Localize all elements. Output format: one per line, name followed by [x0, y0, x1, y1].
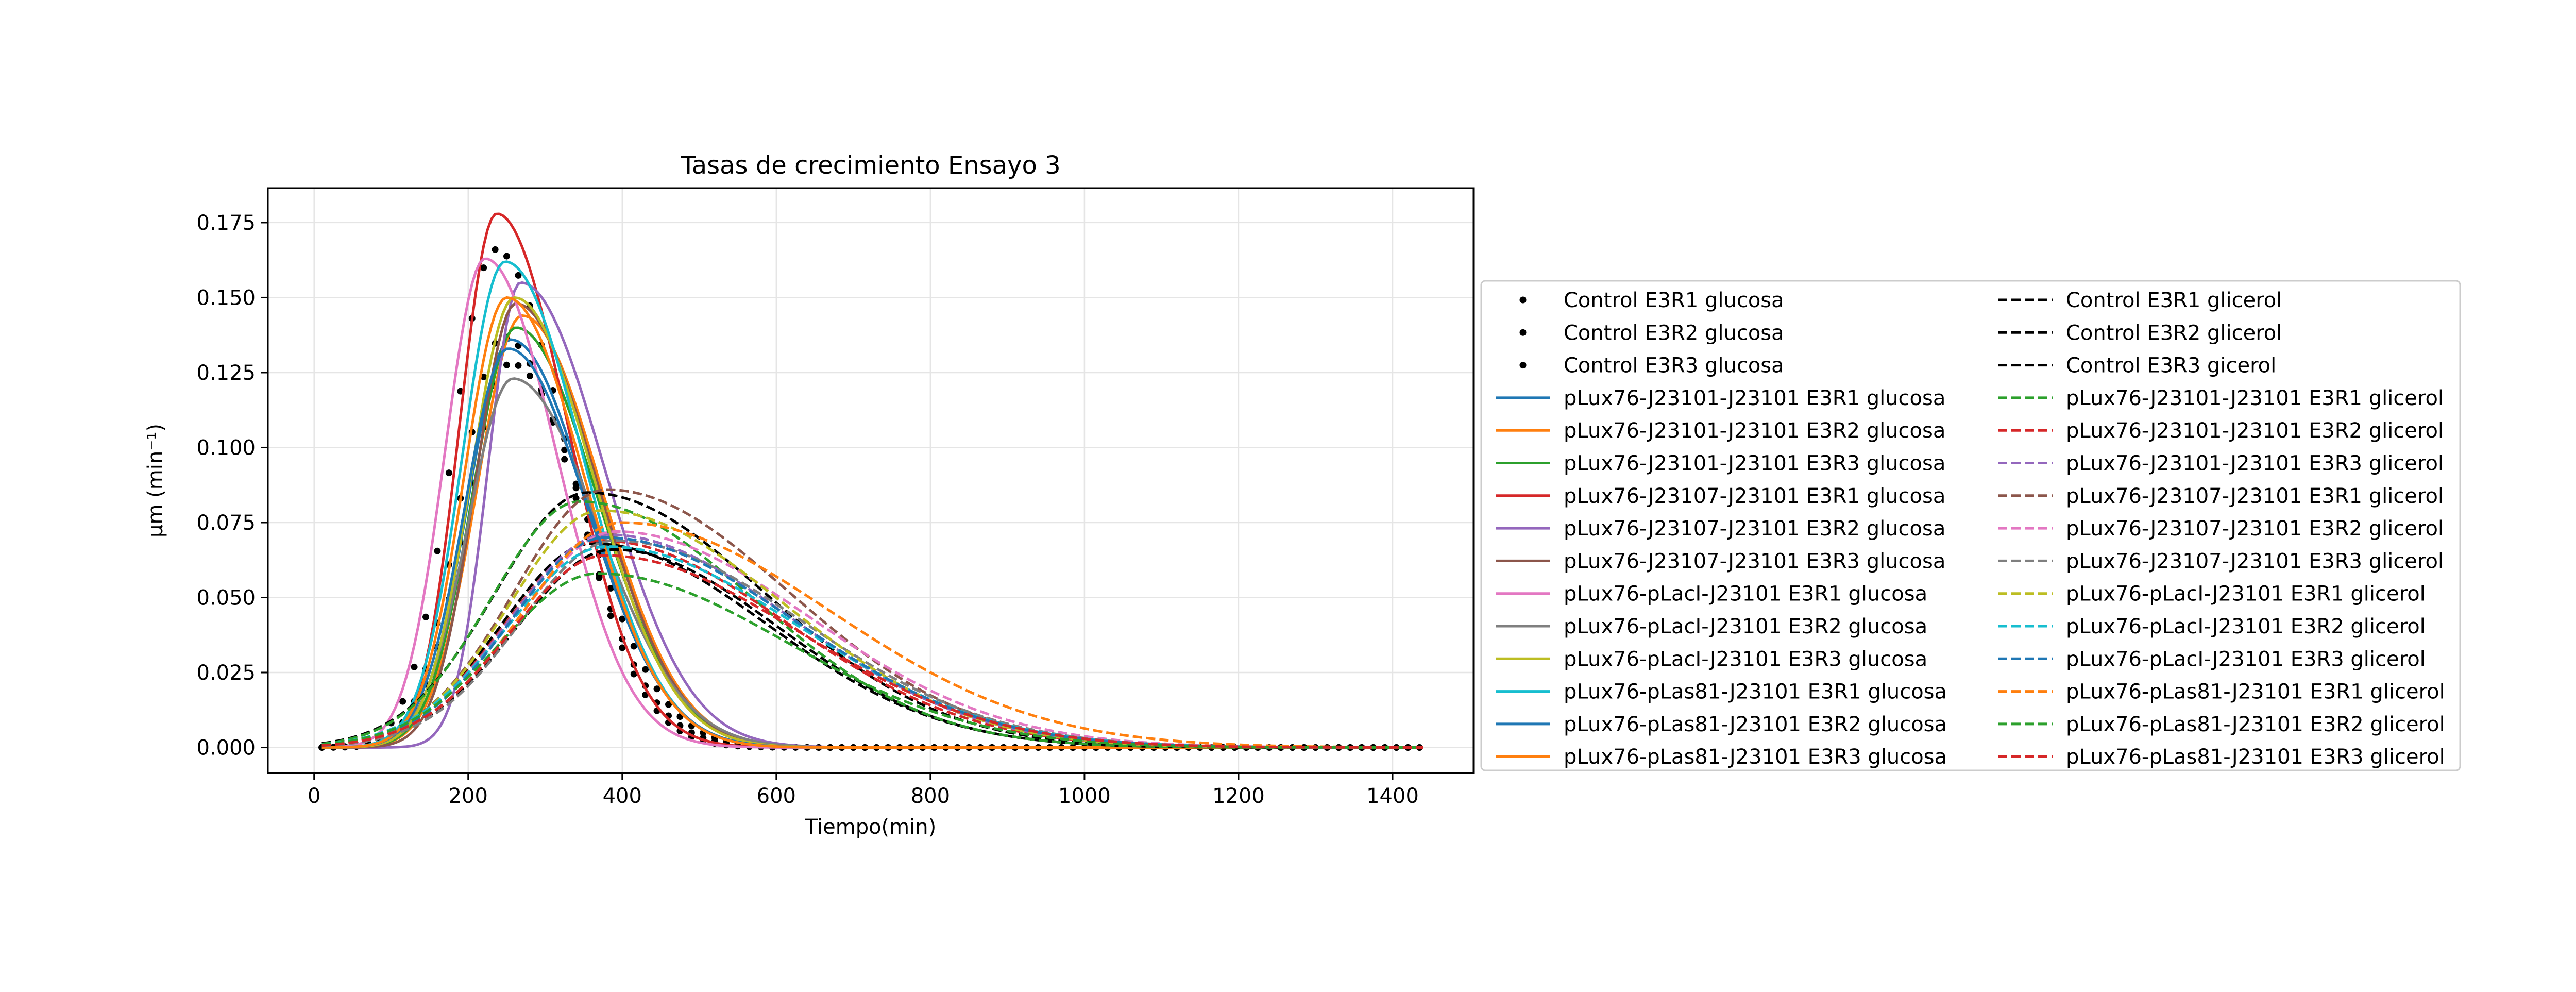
data-point	[665, 701, 672, 708]
series-line	[321, 488, 1423, 749]
data-point	[607, 584, 614, 592]
x-tick-label: 400	[603, 784, 642, 808]
series-line	[321, 509, 1423, 749]
legend-label: Control E3R1 glicerol	[2066, 289, 2282, 312]
legend-label: pLux76-pLas81-J23101 E3R2 glucosa	[1564, 713, 1947, 736]
y-tick-label: 0.175	[196, 211, 256, 235]
series-line	[321, 554, 1423, 749]
x-axis-label: Tiempo(min)	[805, 815, 936, 839]
legend-label: pLux76-pLas81-J23101 E3R2 glicerol	[2066, 713, 2445, 736]
data-point	[411, 663, 418, 670]
legend-label: pLux76-J23101-J23101 E3R1 glicerol	[2066, 386, 2444, 410]
legend-label: pLux76-J23107-J23101 E3R1 glicerol	[2066, 484, 2444, 508]
legend-label: pLux76-pLacI-J23101 E3R3 glicerol	[2066, 647, 2426, 671]
data-point	[399, 698, 406, 705]
data-point	[619, 615, 626, 623]
legend-label: pLux76-pLacI-J23101 E3R3 glucosa	[1564, 647, 1927, 671]
legend-label: Control E3R2 glicerol	[2066, 321, 2282, 345]
data-point	[619, 644, 626, 651]
legend-label: pLux76-J23101-J23101 E3R3 glicerol	[2066, 452, 2444, 476]
legend-label: pLux76-pLacI-J23101 E3R1 glucosa	[1564, 582, 1927, 606]
x-tick-label: 600	[757, 784, 796, 808]
legend-label: pLux76-pLas81-J23101 E3R1 glucosa	[1564, 680, 1947, 704]
legend-label: Control E3R1 glucosa	[1564, 289, 1784, 312]
axis-ticks: 0 200 400 600 800 1000 1200 1400 0.000 0.025 0.050…	[196, 211, 1418, 808]
y-tick-label: 0.050	[196, 586, 256, 610]
legend-label: pLux76-J23101-J23101 E3R2 glucosa	[1564, 419, 1945, 443]
x-tick-label: 0	[308, 784, 320, 808]
legend-label: pLux76-J23107-J23101 E3R2 glucosa	[1564, 517, 1945, 541]
y-tick-label: 0.150	[196, 286, 256, 310]
series-line	[321, 302, 1423, 749]
plot-series	[318, 212, 1423, 751]
legend-label: pLux76-pLas81-J23101 E3R1 glicerol	[2066, 680, 2445, 704]
legend-marker	[1519, 329, 1527, 336]
series-line	[321, 500, 1423, 749]
legend-label: pLux76-pLas81-J23101 E3R3 glicerol	[2066, 745, 2445, 769]
x-tick-label: 800	[911, 784, 950, 808]
legend-label: pLux76-J23107-J23101 E3R1 glucosa	[1564, 484, 1945, 508]
data-point	[422, 613, 430, 620]
data-point	[492, 246, 499, 253]
data-point	[607, 612, 614, 619]
data-point	[434, 547, 441, 554]
x-tick-label: 1000	[1058, 784, 1111, 808]
legend-label: pLux76-J23107-J23101 E3R3 glucosa	[1564, 549, 1945, 573]
legend-frame	[1480, 280, 2461, 771]
y-tick-label: 0.125	[196, 361, 256, 385]
y-axis-label: μm (min⁻¹)	[144, 424, 167, 537]
legend-label: pLux76-J23101-J23101 E3R2 glicerol	[2066, 419, 2444, 443]
x-tick-label: 1400	[1366, 784, 1419, 808]
y-tick-label: 0.000	[196, 736, 256, 760]
legend-label: pLux76-J23101-J23101 E3R1 glucosa	[1564, 386, 1945, 410]
data-point	[642, 666, 649, 673]
x-tick-label: 1200	[1212, 784, 1265, 808]
data-point	[653, 685, 660, 693]
data-point	[445, 469, 452, 477]
legend-label: pLux76-J23101-J23101 E3R3 glucosa	[1564, 452, 1945, 476]
data-point	[480, 264, 487, 272]
y-tick-label: 0.075	[196, 511, 256, 535]
legend-label: pLux76-pLacI-J23101 E3R1 glicerol	[2066, 582, 2426, 606]
series-line	[321, 542, 1423, 749]
data-point	[630, 643, 637, 650]
series-line	[321, 545, 1423, 749]
data-point	[572, 495, 580, 502]
data-point	[515, 272, 522, 279]
series-line	[321, 491, 1423, 749]
legend: Control E3R1 glucosa Control E3R2 glucosa…	[1480, 280, 2461, 771]
data-point	[561, 446, 568, 453]
data-point	[561, 456, 568, 463]
legend-label: pLux76-pLas81-J23101 E3R3 glucosa	[1564, 745, 1947, 769]
data-point	[503, 361, 511, 368]
legend-label: pLux76-pLacI-J23101 E3R2 glicerol	[2066, 615, 2426, 638]
data-point	[503, 253, 511, 260]
data-point	[572, 480, 580, 487]
data-point	[630, 670, 637, 678]
legend-marker	[1519, 362, 1527, 369]
legend-label: Control E3R2 glucosa	[1564, 321, 1784, 345]
data-point	[515, 362, 522, 369]
series-line	[321, 548, 1423, 749]
legend-label: pLux76-pLacI-J23101 E3R2 glucosa	[1564, 615, 1927, 638]
chart-title: Tasas de crecimiento Ensayo 3	[680, 151, 1060, 180]
legend-label: pLux76-J23107-J23101 E3R3 glicerol	[2066, 549, 2444, 573]
legend-marker	[1519, 296, 1527, 304]
data-point	[526, 372, 533, 379]
plot-frame	[267, 187, 1475, 774]
legend-label: pLux76-J23107-J23101 E3R2 glicerol	[2066, 517, 2444, 541]
y-tick-label: 0.025	[196, 661, 256, 685]
y-tick-label: 0.100	[196, 436, 256, 460]
legend-label: Control E3R3 glucosa	[1564, 354, 1784, 378]
x-tick-label: 200	[449, 784, 488, 808]
legend-label: Control E3R3 gicerol	[2066, 354, 2276, 378]
